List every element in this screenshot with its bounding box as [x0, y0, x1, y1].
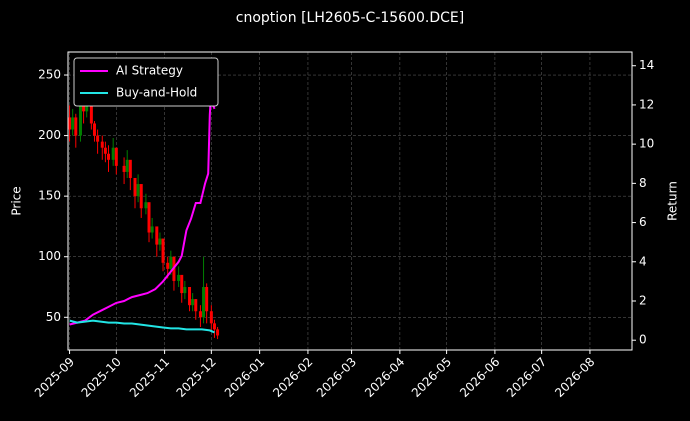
candle-body [128, 159, 132, 178]
candle-body [212, 323, 216, 330]
y-axis-label: Price [10, 186, 24, 215]
x-tick-label: 2026-08 [552, 355, 597, 400]
candle-body [68, 117, 72, 130]
y2-tick-label: 6 [639, 215, 647, 229]
y-tick-label: 50 [46, 310, 61, 324]
plot-frame [67, 51, 633, 351]
candle-body [150, 226, 154, 233]
x-tick-label: 2026-03 [314, 355, 359, 400]
candle-body [96, 135, 100, 142]
candle-body [103, 147, 107, 154]
candle-body [107, 153, 111, 160]
candle-body [71, 117, 75, 130]
y2-tick-label: 10 [639, 137, 654, 151]
y2-tick-label: 12 [639, 97, 654, 111]
candle-body [125, 159, 129, 172]
candle-body [85, 105, 89, 112]
candle-body [166, 262, 170, 269]
legend-label: AI Strategy [116, 64, 183, 78]
candle-body [202, 287, 206, 318]
candle-body [191, 299, 195, 306]
x-tick-label: 2025-10 [79, 355, 124, 400]
candle-body [198, 311, 202, 318]
candle-body [114, 147, 118, 166]
candle-body [194, 299, 198, 312]
chart-title: cnoption [LH2605-C-15600.DCE] [236, 10, 464, 26]
candle-body [133, 177, 137, 197]
line [69, 319, 215, 334]
y2-tick-label: 14 [639, 58, 654, 72]
candle-body [74, 117, 78, 136]
x-tick-label: 2025-12 [174, 355, 219, 400]
x-tick-label: 2026-05 [409, 355, 454, 400]
y2-axis-label: Return [666, 181, 680, 221]
y2-tick-label: 0 [639, 333, 647, 347]
candle-body [209, 311, 213, 324]
candle-body [183, 287, 187, 294]
candle-body [180, 274, 184, 294]
y2-tick-label: 4 [639, 254, 647, 268]
legend-box [73, 57, 219, 107]
candle-body [122, 165, 126, 172]
y-tick-label: 200 [38, 128, 61, 142]
candle-body [161, 238, 165, 263]
y2-tick-label: 8 [639, 176, 647, 190]
y-tick-label: 150 [38, 189, 61, 203]
candle-body [216, 329, 220, 336]
candle-body [147, 202, 151, 233]
candle-body [89, 105, 93, 124]
candle-body [205, 287, 209, 312]
x-tick-label: 2026-02 [270, 355, 315, 400]
candle-body [169, 256, 173, 269]
candle-body [177, 274, 181, 281]
candle-body [100, 141, 104, 148]
x-tick-label: 2025-09 [32, 355, 77, 400]
candle-body [144, 202, 148, 209]
candle-body [78, 99, 82, 136]
y-tick-label: 100 [38, 249, 61, 263]
x-tick-label: 2026-06 [457, 355, 502, 400]
y-tick-label: 250 [38, 68, 61, 82]
y2-tick-label: 2 [639, 293, 647, 307]
legend: AI Strategy Buy-and-Hold [73, 57, 219, 107]
line [69, 89, 216, 326]
legend-label: Buy-and-Hold [116, 86, 197, 100]
x-tick-label: 2025-11 [127, 355, 172, 400]
candle-body [158, 238, 162, 245]
candle-body [136, 184, 140, 197]
candle-body [155, 226, 159, 245]
x-tick-label: 2026-07 [504, 355, 549, 400]
candle-body [188, 287, 192, 306]
x-tick-label: 2026-04 [362, 355, 407, 400]
candle-body [139, 184, 143, 209]
x-tick-label: 2026-01 [222, 355, 267, 400]
candle-body [111, 147, 115, 160]
candle-body [92, 123, 96, 136]
